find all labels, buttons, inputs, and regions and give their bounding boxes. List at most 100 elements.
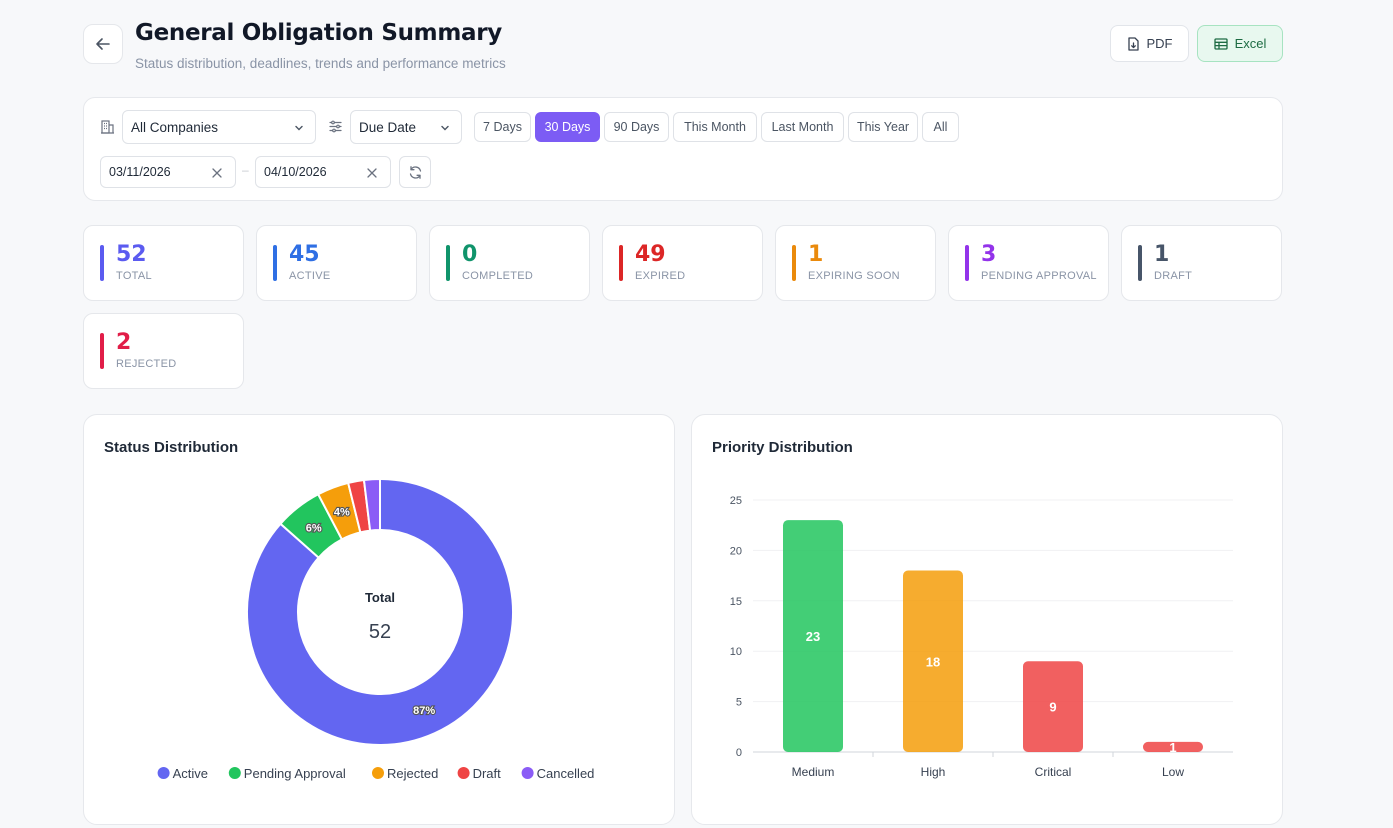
stat-value: 1: [1154, 242, 1170, 267]
legend-item-draft[interactable]: Draft: [457, 766, 502, 781]
stat-accent-bar: [100, 245, 104, 281]
stat-label: COMPLETED: [462, 270, 534, 282]
refresh-icon: [409, 165, 421, 179]
legend-marker: [372, 767, 384, 779]
y-tick-label: 0: [736, 747, 742, 759]
company-select[interactable]: All Companies: [122, 110, 316, 144]
range-label: All: [933, 120, 948, 134]
excel-label: Excel: [1234, 36, 1267, 51]
range-label: 30 Days: [544, 120, 591, 134]
bar-critical[interactable]: [1023, 661, 1083, 752]
stat-accent-bar: [446, 245, 450, 281]
date-to-input[interactable]: 04/10/2026: [255, 156, 391, 188]
stat-value: 52: [116, 242, 147, 267]
close-icon[interactable]: [211, 167, 223, 179]
legend-item-rejected[interactable]: Rejected: [372, 766, 438, 781]
stat-card-active[interactable]: 45 ACTIVE: [256, 225, 417, 301]
building-icon: [101, 120, 114, 134]
donut-data-label: 87%: [413, 705, 435, 717]
x-tick-label: Low: [1162, 765, 1184, 779]
arrow-left-icon: [96, 38, 110, 50]
stat-card-rejected[interactable]: 2 REJECTED: [83, 313, 244, 389]
stat-value: 45: [289, 242, 320, 267]
y-tick-label: 10: [730, 646, 742, 658]
date-type-select[interactable]: Due Date: [350, 110, 462, 144]
legend-label: Cancelled: [537, 766, 595, 781]
legend-marker: [157, 767, 170, 779]
bar-medium[interactable]: [783, 520, 843, 752]
bar-value-label: 23: [806, 629, 820, 644]
priority-panel-title: Priority Distribution: [712, 439, 853, 456]
chevron-down-icon: [441, 125, 449, 131]
stat-label: EXPIRING SOON: [808, 270, 900, 282]
stat-card-total[interactable]: 52 TOTAL: [83, 225, 244, 301]
legend-marker: [228, 767, 241, 779]
stat-label: DRAFT: [1154, 270, 1193, 282]
export-excel-button[interactable]: Excel: [1197, 25, 1283, 62]
stat-value: 1: [808, 242, 824, 267]
close-icon[interactable]: [366, 167, 378, 179]
range-last-month-button[interactable]: Last Month: [761, 112, 844, 142]
legend-item-cancelled[interactable]: Cancelled: [521, 766, 595, 781]
priority-distribution-panel: Priority Distribution 0 5 10 15 20 25 23 Medium…: [691, 414, 1283, 825]
priority-bar-chart: 0 5 10 15 20 25 23 Medium 18 High 9 Critical 1 Low: [730, 495, 1233, 779]
range-label: This Year: [856, 120, 910, 134]
legend-marker: [521, 767, 534, 779]
range-all-button[interactable]: All: [922, 112, 959, 142]
bar-high[interactable]: [903, 570, 963, 752]
x-tick-label: Medium: [792, 765, 835, 779]
status-distribution-panel: Status Distribution 87% 6% 4% Total 52 Act…: [83, 414, 675, 825]
range-this-year-button[interactable]: This Year: [848, 112, 918, 142]
date-type-value: Due Date: [359, 119, 417, 135]
x-tick-label: High: [921, 765, 946, 779]
legend-label: Draft: [473, 766, 502, 781]
legend-item-pending-approval[interactable]: Pending Approval: [228, 766, 346, 781]
donut-center-label: Total: [365, 590, 395, 605]
stat-value: 3: [981, 242, 997, 267]
bar-value-label: 1: [1169, 740, 1176, 755]
range-this-month-button[interactable]: This Month: [673, 112, 757, 142]
date-range-separator: –: [242, 163, 249, 177]
y-tick-label: 5: [736, 697, 742, 709]
date-from-value: 03/11/2026: [109, 165, 171, 179]
stat-card-completed[interactable]: 0 COMPLETED: [429, 225, 590, 301]
stat-card-draft[interactable]: 1 DRAFT: [1121, 225, 1282, 301]
stat-accent-bar: [100, 333, 104, 369]
stat-accent-bar: [273, 245, 277, 281]
stat-card-expiring-soon[interactable]: 1 EXPIRING SOON: [775, 225, 936, 301]
range-7-days-button[interactable]: 7 Days: [474, 112, 531, 142]
donut-data-label: 4%: [334, 506, 350, 518]
x-tick-label: Critical: [1035, 765, 1072, 779]
page-subtitle: Status distribution, deadlines, trends a…: [135, 56, 506, 71]
stat-accent-bar: [792, 245, 796, 281]
bar-low[interactable]: [1143, 741, 1203, 752]
donut-slice-active[interactable]: [246, 477, 514, 746]
stat-card-pending-approval[interactable]: 3 PENDING APPROVAL: [948, 225, 1109, 301]
donut-slice-cancelled[interactable]: [362, 477, 381, 532]
file-download-icon: [1127, 36, 1139, 51]
stat-value: 2: [116, 330, 132, 355]
back-button[interactable]: [83, 24, 123, 64]
stat-label: REJECTED: [116, 358, 177, 370]
date-to-value: 04/10/2026: [264, 165, 327, 179]
export-pdf-button[interactable]: PDF: [1110, 25, 1189, 62]
range-90-days-button[interactable]: 90 Days: [604, 112, 669, 142]
donut-data-label: 6%: [306, 522, 322, 534]
legend-item-active[interactable]: Active: [157, 766, 208, 781]
stat-label: ACTIVE: [289, 270, 331, 282]
range-label: Last Month: [771, 120, 834, 134]
status-donut-chart: 87% 6% 4% Total 52 Active Pending Approval R…: [157, 477, 595, 781]
range-30-days-button[interactable]: 30 Days: [535, 112, 600, 142]
legend-label: Active: [173, 766, 208, 781]
legend-label: Pending Approval: [244, 766, 346, 781]
stat-card-expired[interactable]: 49 EXPIRED: [602, 225, 763, 301]
stat-value: 0: [462, 242, 478, 267]
refresh-button[interactable]: [399, 156, 431, 188]
sliders-icon: [329, 120, 342, 133]
stat-label: EXPIRED: [635, 270, 686, 282]
donut-center-value: 52: [369, 621, 391, 643]
chevron-down-icon: [295, 125, 303, 131]
spreadsheet-icon: [1213, 37, 1228, 50]
date-from-input[interactable]: 03/11/2026: [100, 156, 236, 188]
range-label: This Month: [684, 120, 746, 134]
